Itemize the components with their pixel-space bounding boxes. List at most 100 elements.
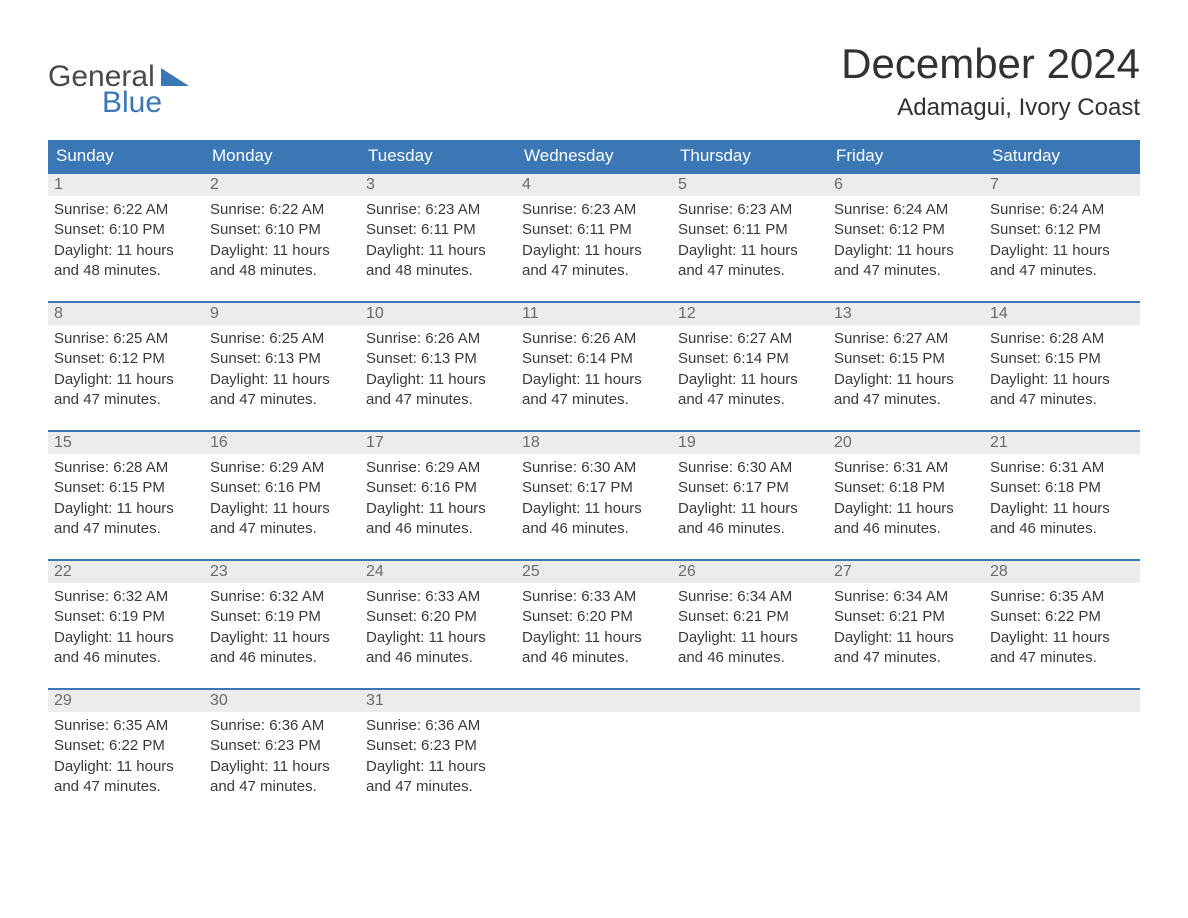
sunrise-text: Sunrise: 6:22 AM: [210, 200, 354, 220]
day-cell: 7Sunrise: 6:24 AMSunset: 6:12 PMDaylight…: [984, 174, 1140, 289]
week-row: 1Sunrise: 6:22 AMSunset: 6:10 PMDaylight…: [48, 172, 1140, 289]
daylight-text-2: and 47 minutes.: [54, 519, 198, 539]
day-cell: 25Sunrise: 6:33 AMSunset: 6:20 PMDayligh…: [516, 561, 672, 676]
daylight-text-1: Daylight: 11 hours: [522, 370, 666, 390]
sunset-text: Sunset: 6:23 PM: [210, 736, 354, 756]
day-number: 12: [672, 303, 828, 325]
day-number: [516, 690, 672, 712]
day-number: 8: [48, 303, 204, 325]
daylight-text-2: and 46 minutes.: [54, 648, 198, 668]
daylight-text-2: and 47 minutes.: [54, 777, 198, 797]
sunset-text: Sunset: 6:17 PM: [522, 478, 666, 498]
weekday-header: Monday: [204, 140, 360, 172]
sunset-text: Sunset: 6:12 PM: [990, 220, 1134, 240]
day-cell: 15Sunrise: 6:28 AMSunset: 6:15 PMDayligh…: [48, 432, 204, 547]
brand-logo: General Blue: [48, 60, 189, 120]
page-header: General Blue December 2024 Adamagui, Ivo…: [48, 40, 1140, 122]
day-number: 10: [360, 303, 516, 325]
daylight-text-2: and 47 minutes.: [990, 390, 1134, 410]
daylight-text-2: and 46 minutes.: [678, 648, 822, 668]
daylight-text-2: and 48 minutes.: [210, 261, 354, 281]
daylight-text-1: Daylight: 11 hours: [54, 241, 198, 261]
daylight-text-2: and 47 minutes.: [834, 261, 978, 281]
day-number: 15: [48, 432, 204, 454]
daylight-text-1: Daylight: 11 hours: [678, 370, 822, 390]
daylight-text-2: and 47 minutes.: [834, 390, 978, 410]
day-number: 5: [672, 174, 828, 196]
day-number: 17: [360, 432, 516, 454]
daylight-text-1: Daylight: 11 hours: [834, 241, 978, 261]
week-row: 8Sunrise: 6:25 AMSunset: 6:12 PMDaylight…: [48, 301, 1140, 418]
day-cell: 17Sunrise: 6:29 AMSunset: 6:16 PMDayligh…: [360, 432, 516, 547]
daylight-text-1: Daylight: 11 hours: [210, 370, 354, 390]
daylight-text-1: Daylight: 11 hours: [522, 241, 666, 261]
day-number: 18: [516, 432, 672, 454]
day-body: Sunrise: 6:25 AMSunset: 6:12 PMDaylight:…: [48, 325, 204, 410]
day-body: Sunrise: 6:35 AMSunset: 6:22 PMDaylight:…: [48, 712, 204, 797]
sunset-text: Sunset: 6:20 PM: [366, 607, 510, 627]
day-body: Sunrise: 6:34 AMSunset: 6:21 PMDaylight:…: [828, 583, 984, 668]
day-cell: 26Sunrise: 6:34 AMSunset: 6:21 PMDayligh…: [672, 561, 828, 676]
day-cell: 6Sunrise: 6:24 AMSunset: 6:12 PMDaylight…: [828, 174, 984, 289]
day-number: 13: [828, 303, 984, 325]
day-number: 3: [360, 174, 516, 196]
daylight-text-1: Daylight: 11 hours: [834, 370, 978, 390]
day-number: 4: [516, 174, 672, 196]
sunset-text: Sunset: 6:10 PM: [54, 220, 198, 240]
weeks-container: 1Sunrise: 6:22 AMSunset: 6:10 PMDaylight…: [48, 172, 1140, 805]
sunset-text: Sunset: 6:18 PM: [834, 478, 978, 498]
sunrise-text: Sunrise: 6:28 AM: [990, 329, 1134, 349]
daylight-text-2: and 47 minutes.: [54, 390, 198, 410]
daylight-text-2: and 46 minutes.: [678, 519, 822, 539]
sunset-text: Sunset: 6:22 PM: [990, 607, 1134, 627]
daylight-text-1: Daylight: 11 hours: [522, 628, 666, 648]
day-body: Sunrise: 6:32 AMSunset: 6:19 PMDaylight:…: [204, 583, 360, 668]
sunset-text: Sunset: 6:17 PM: [678, 478, 822, 498]
sunset-text: Sunset: 6:19 PM: [54, 607, 198, 627]
day-number: 19: [672, 432, 828, 454]
day-number: 16: [204, 432, 360, 454]
daylight-text-2: and 48 minutes.: [54, 261, 198, 281]
day-number: [828, 690, 984, 712]
logo-word-2: Blue: [102, 86, 189, 120]
sunrise-text: Sunrise: 6:34 AM: [678, 587, 822, 607]
daylight-text-1: Daylight: 11 hours: [678, 499, 822, 519]
day-number: 21: [984, 432, 1140, 454]
sunrise-text: Sunrise: 6:28 AM: [54, 458, 198, 478]
day-body: Sunrise: 6:36 AMSunset: 6:23 PMDaylight:…: [360, 712, 516, 797]
sunrise-text: Sunrise: 6:33 AM: [366, 587, 510, 607]
weekday-header: Friday: [828, 140, 984, 172]
day-body: Sunrise: 6:29 AMSunset: 6:16 PMDaylight:…: [360, 454, 516, 539]
day-body: Sunrise: 6:28 AMSunset: 6:15 PMDaylight:…: [48, 454, 204, 539]
daylight-text-1: Daylight: 11 hours: [54, 370, 198, 390]
day-body: Sunrise: 6:33 AMSunset: 6:20 PMDaylight:…: [360, 583, 516, 668]
day-cell: [984, 690, 1140, 805]
sunrise-text: Sunrise: 6:30 AM: [678, 458, 822, 478]
sunrise-text: Sunrise: 6:27 AM: [678, 329, 822, 349]
day-body: Sunrise: 6:24 AMSunset: 6:12 PMDaylight:…: [828, 196, 984, 281]
sunrise-text: Sunrise: 6:32 AM: [54, 587, 198, 607]
logo-sail-icon: [161, 68, 189, 86]
day-body: Sunrise: 6:23 AMSunset: 6:11 PMDaylight:…: [672, 196, 828, 281]
calendar: Sunday Monday Tuesday Wednesday Thursday…: [48, 140, 1140, 805]
week-row: 15Sunrise: 6:28 AMSunset: 6:15 PMDayligh…: [48, 430, 1140, 547]
week-row: 29Sunrise: 6:35 AMSunset: 6:22 PMDayligh…: [48, 688, 1140, 805]
daylight-text-1: Daylight: 11 hours: [990, 628, 1134, 648]
month-title: December 2024: [841, 40, 1140, 88]
day-cell: [828, 690, 984, 805]
day-number: 22: [48, 561, 204, 583]
day-cell: 1Sunrise: 6:22 AMSunset: 6:10 PMDaylight…: [48, 174, 204, 289]
daylight-text-1: Daylight: 11 hours: [990, 370, 1134, 390]
sunset-text: Sunset: 6:11 PM: [678, 220, 822, 240]
day-body: Sunrise: 6:29 AMSunset: 6:16 PMDaylight:…: [204, 454, 360, 539]
day-cell: 19 Sunrise: 6:30 AMSunset: 6:17 PMDayligh…: [672, 432, 828, 547]
sunset-text: Sunset: 6:13 PM: [210, 349, 354, 369]
sunset-text: Sunset: 6:18 PM: [990, 478, 1134, 498]
day-cell: 3Sunrise: 6:23 AMSunset: 6:11 PMDaylight…: [360, 174, 516, 289]
daylight-text-2: and 47 minutes.: [366, 777, 510, 797]
weekday-header-row: Sunday Monday Tuesday Wednesday Thursday…: [48, 140, 1140, 172]
day-number: 23: [204, 561, 360, 583]
day-number: 25: [516, 561, 672, 583]
day-cell: 18Sunrise: 6:30 AMSunset: 6:17 PMDayligh…: [516, 432, 672, 547]
daylight-text-2: and 47 minutes.: [522, 390, 666, 410]
